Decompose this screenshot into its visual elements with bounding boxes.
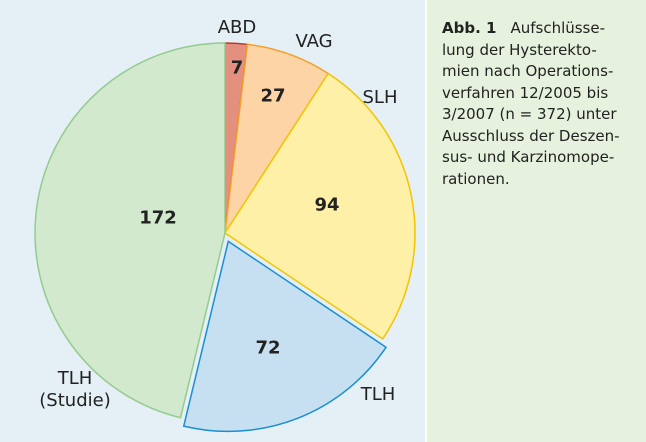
caption-line: Abb. 1 Aufschlüsse-	[442, 18, 620, 40]
pie-slice	[182, 240, 388, 433]
value-label: 7	[230, 57, 244, 79]
caption-line: sus- und Karzinomope-	[442, 148, 615, 166]
slice-label: TLH (Studie)	[39, 368, 111, 411]
caption-line: mien nach Operations-	[442, 62, 614, 80]
chart	[0, 0, 425, 442]
caption-line: 3/2007 (n = 372) unter	[442, 105, 617, 123]
slice-label: SLH	[362, 87, 398, 108]
pie-slice	[34, 42, 226, 419]
caption-label: Abb. 1	[442, 19, 497, 37]
caption-line: rationen.	[442, 169, 510, 188]
slice-label: VAG	[295, 31, 333, 52]
value-label: 72	[255, 337, 281, 359]
caption: Abb. 1 Aufschlüsse-lung der Hysterekto-mi…	[427, 0, 646, 442]
value-label: 27	[260, 85, 286, 107]
value-label: 172	[139, 207, 177, 229]
caption-text-line: Aufschlüsse-	[510, 19, 606, 37]
slice-label: ABD	[217, 17, 257, 38]
caption-text: Abb. 1 Aufschlüsse-lung der Hysterekto-mi…	[442, 18, 620, 190]
pie-slice	[223, 72, 416, 340]
caption-line: Ausschluss der Deszen-	[442, 126, 620, 145]
value-label: 94	[314, 194, 340, 216]
caption-line: lung der Hysterekto-	[442, 40, 597, 59]
caption-line: verfahren 12/2005 bis	[442, 83, 609, 102]
slice-label: TLH	[360, 384, 396, 405]
